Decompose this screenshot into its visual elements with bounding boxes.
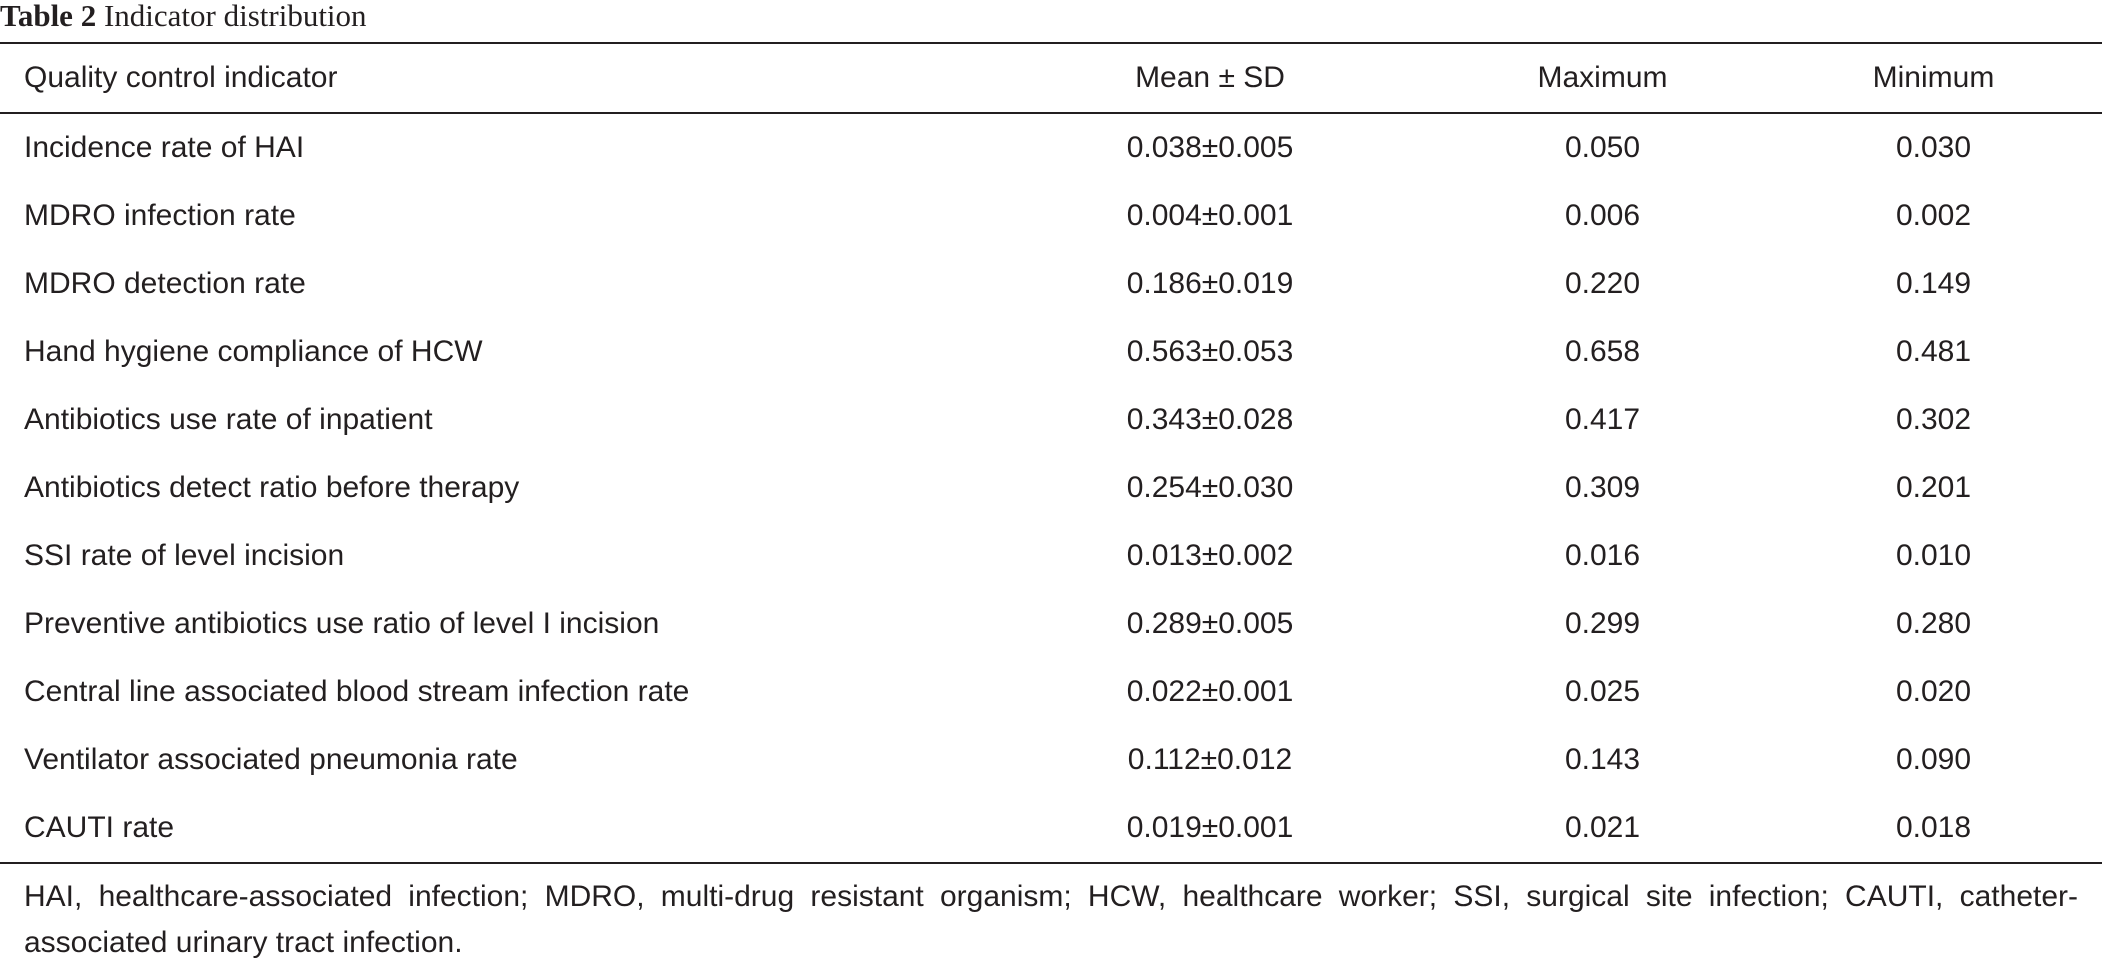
- cell-minimum: 0.481: [1895, 335, 1972, 368]
- table-row: Hand hygiene compliance of HCW 0.563±0.05…: [0, 318, 2102, 386]
- cell-maximum: 0.299: [1564, 607, 1641, 640]
- cell-maximum: 0.021: [1564, 811, 1641, 844]
- table-caption: Table 2 Indicator distribution: [0, 0, 367, 36]
- cell-maximum: 0.050: [1564, 131, 1641, 164]
- cell-minimum: 0.090: [1895, 743, 1972, 776]
- cell-mean-sd: 0.186±0.019: [1126, 267, 1294, 300]
- cell-maximum: 0.417: [1564, 403, 1641, 436]
- cell-minimum: 0.018: [1895, 811, 1972, 844]
- cell-maximum: 0.309: [1564, 471, 1641, 504]
- header-indicator: Quality control indicator: [24, 61, 338, 94]
- cell-mean-sd: 0.289±0.005: [1126, 607, 1294, 640]
- cell-mean-sd: 0.013±0.002: [1126, 539, 1294, 572]
- cell-maximum: 0.658: [1564, 335, 1641, 368]
- header-maximum: Maximum: [1537, 61, 1668, 94]
- cell-mean-sd: 0.563±0.053: [1126, 335, 1294, 368]
- table-row: Antibiotics detect ratio before therapy 0…: [0, 454, 2102, 522]
- cell-minimum: 0.302: [1895, 403, 1972, 436]
- table-row: MDRO detection rate 0.186±0.019 0.220 0.149: [0, 250, 2102, 318]
- table-row: SSI rate of level incision 0.013±0.002 0.0…: [0, 522, 2102, 590]
- cell-maximum: 0.143: [1564, 743, 1641, 776]
- cell-indicator: Antibiotics use rate of inpatient: [24, 403, 433, 436]
- cell-indicator: CAUTI rate: [24, 811, 175, 844]
- cell-minimum: 0.020: [1895, 675, 1972, 708]
- table-row: CAUTI rate 0.019±0.001 0.021 0.018: [0, 794, 2102, 863]
- cell-maximum: 0.006: [1564, 199, 1641, 232]
- cell-mean-sd: 0.038±0.005: [1126, 131, 1294, 164]
- cell-maximum: 0.025: [1564, 675, 1641, 708]
- cell-minimum: 0.030: [1895, 131, 1972, 164]
- table-row: Incidence rate of HAI 0.038±0.005 0.050 0.0…: [0, 113, 2102, 182]
- cell-minimum: 0.010: [1895, 539, 1972, 572]
- cell-mean-sd: 0.004±0.001: [1126, 199, 1294, 232]
- table-row: Central line associated blood stream inf…: [0, 658, 2102, 726]
- table-caption-label: Table 2: [0, 0, 97, 33]
- cell-mean-sd: 0.022±0.001: [1126, 675, 1294, 708]
- cell-indicator: Antibiotics detect ratio before therapy: [24, 471, 520, 504]
- cell-indicator: Hand hygiene compliance of HCW: [24, 335, 483, 368]
- cell-minimum: 0.280: [1895, 607, 1972, 640]
- table-row: MDRO infection rate 0.004±0.001 0.006 0.002: [0, 182, 2102, 250]
- cell-indicator: MDRO infection rate: [24, 199, 296, 232]
- table-header-row: Quality control indicator Mean ± SD Maxi…: [0, 43, 2102, 113]
- table-body: Incidence rate of HAI 0.038±0.005 0.050 0.0…: [0, 113, 2102, 863]
- cell-indicator: Preventive antibiotics use ratio of leve…: [24, 607, 660, 640]
- cell-minimum: 0.149: [1895, 267, 1972, 300]
- cell-indicator: Ventilator associated pneumonia rate: [24, 743, 518, 776]
- table-row: Antibiotics use rate of inpatient 0.343±0…: [0, 386, 2102, 454]
- table-footnote: HAI, healthcare-associated infection; MD…: [24, 880, 2078, 959]
- cell-minimum: 0.201: [1895, 471, 1972, 504]
- cell-mean-sd: 0.343±0.028: [1126, 403, 1294, 436]
- indicator-distribution-table: Quality control indicator Mean ± SD Maxi…: [0, 42, 2102, 864]
- header-mean-sd: Mean ± SD: [1135, 61, 1285, 94]
- cell-indicator: MDRO detection rate: [24, 267, 306, 300]
- cell-mean-sd: 0.254±0.030: [1126, 471, 1294, 504]
- table-caption-title: Indicator distribution: [103, 0, 367, 33]
- cell-indicator: SSI rate of level incision: [24, 539, 345, 572]
- cell-mean-sd: 0.019±0.001: [1126, 811, 1294, 844]
- cell-mean-sd: 0.112±0.012: [1127, 743, 1293, 776]
- cell-minimum: 0.002: [1895, 199, 1972, 232]
- cell-maximum: 0.016: [1564, 539, 1641, 572]
- table-row: Ventilator associated pneumonia rate 0.11…: [0, 726, 2102, 794]
- cell-indicator: Central line associated blood stream inf…: [24, 675, 690, 708]
- cell-indicator: Incidence rate of HAI: [24, 131, 305, 164]
- header-minimum: Minimum: [1872, 61, 1995, 94]
- table-header: Quality control indicator Mean ± SD Maxi…: [0, 43, 2102, 113]
- cell-maximum: 0.220: [1564, 267, 1641, 300]
- table-row: Preventive antibiotics use ratio of leve…: [0, 590, 2102, 658]
